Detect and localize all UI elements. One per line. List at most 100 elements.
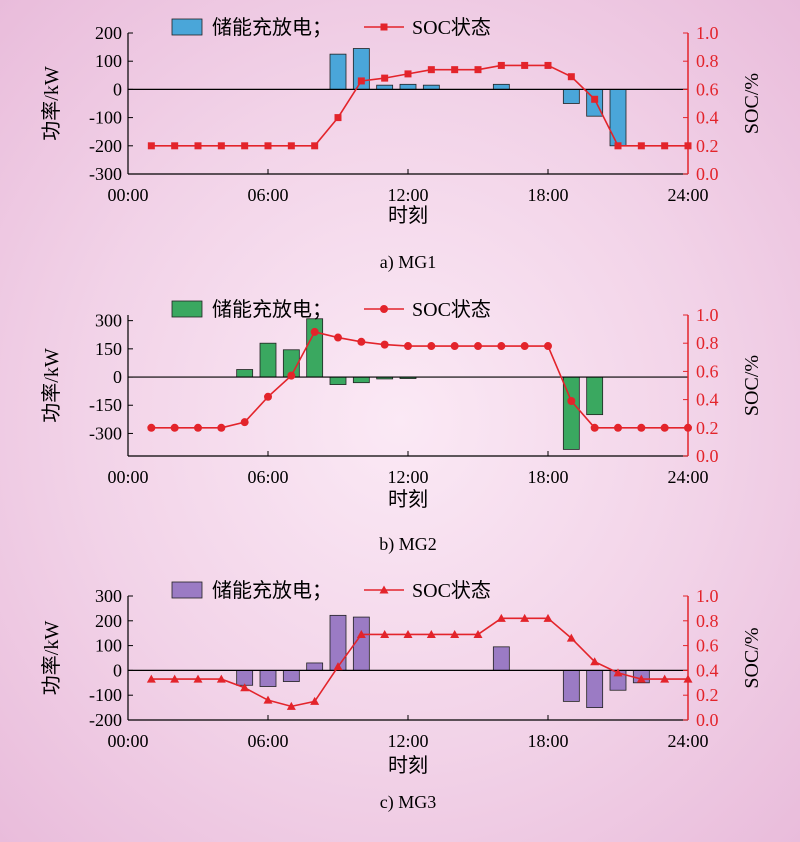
x-tick-label: 06:00 bbox=[247, 731, 288, 751]
soc-line bbox=[151, 330, 688, 429]
x-tick-label: 18:00 bbox=[527, 185, 568, 205]
bar bbox=[329, 614, 347, 671]
bar bbox=[562, 89, 580, 104]
bar bbox=[492, 646, 510, 671]
bar bbox=[329, 53, 347, 90]
y2-tick-label: 0.4 bbox=[696, 660, 719, 680]
soc-point bbox=[590, 423, 599, 432]
legend: 储能充放电； SOC状态 bbox=[171, 579, 491, 602]
bar bbox=[609, 89, 627, 147]
bar bbox=[259, 342, 277, 378]
legend-line-label: SOC状态 bbox=[412, 298, 491, 321]
soc-point bbox=[427, 342, 436, 351]
soc-line bbox=[151, 64, 688, 147]
soc-point bbox=[520, 342, 529, 351]
y2-tick-label: 0.6 bbox=[696, 361, 719, 381]
y2-axis-title: SOC/% bbox=[741, 355, 763, 416]
soc-point bbox=[613, 668, 623, 677]
bar bbox=[586, 376, 604, 416]
y-tick-label: 200 bbox=[95, 611, 122, 631]
bar bbox=[586, 670, 604, 709]
y-tick-label: 0 bbox=[113, 660, 122, 680]
soc-point bbox=[637, 423, 646, 432]
soc-point bbox=[146, 674, 156, 683]
bar bbox=[259, 670, 277, 687]
soc-point bbox=[404, 70, 412, 78]
x-tick-label: 00:00 bbox=[107, 731, 148, 751]
panel-caption: a) MG1 bbox=[380, 252, 437, 273]
y2-tick-label: 0.4 bbox=[696, 108, 719, 128]
y2-tick-label: 0.2 bbox=[696, 418, 719, 438]
x-axis-title: 时刻 bbox=[388, 754, 428, 777]
soc-point bbox=[286, 701, 296, 710]
soc-point bbox=[217, 423, 226, 432]
soc-point bbox=[497, 342, 506, 351]
soc-point bbox=[357, 337, 366, 346]
soc-point bbox=[147, 423, 156, 432]
soc-point bbox=[497, 61, 505, 69]
soc-point bbox=[170, 423, 179, 432]
soc-point bbox=[636, 674, 646, 683]
x-tick-label: 18:00 bbox=[527, 731, 568, 751]
soc-point bbox=[311, 142, 319, 150]
soc-point bbox=[450, 342, 459, 351]
y2-tick-label: 0.0 bbox=[696, 446, 719, 466]
bar bbox=[352, 616, 370, 671]
soc-point bbox=[404, 342, 412, 351]
bar bbox=[352, 376, 370, 384]
bar bbox=[329, 376, 347, 385]
soc-point bbox=[147, 142, 155, 150]
legend-line-label: SOC状态 bbox=[412, 16, 491, 39]
soc-point bbox=[660, 674, 670, 683]
y-axis-title: 功率/kW bbox=[40, 348, 63, 423]
x-tick-label: 24:00 bbox=[667, 731, 708, 751]
soc-point bbox=[637, 142, 645, 150]
y-tick-label: 300 bbox=[95, 311, 122, 331]
soc-point bbox=[333, 662, 343, 671]
x-tick-label: 12:00 bbox=[387, 467, 428, 487]
y-tick-label: -300 bbox=[89, 164, 122, 184]
soc-point bbox=[403, 629, 413, 638]
legend-bar-label: 储能充放电； bbox=[212, 298, 332, 321]
soc-point bbox=[591, 95, 599, 103]
x-tick-label: 00:00 bbox=[107, 185, 148, 205]
soc-point bbox=[614, 142, 622, 150]
x-tick-label: 00:00 bbox=[107, 467, 148, 487]
soc-point bbox=[334, 114, 342, 122]
soc-point bbox=[170, 674, 180, 683]
soc-point bbox=[380, 340, 389, 349]
soc-point bbox=[496, 613, 506, 622]
bar bbox=[306, 318, 324, 378]
soc-point bbox=[380, 629, 390, 638]
soc-point bbox=[287, 371, 296, 380]
soc-point bbox=[241, 142, 249, 150]
soc-point bbox=[544, 61, 552, 69]
legend: 储能充放电； SOC状态 bbox=[171, 298, 491, 321]
legend-line-label: SOC状态 bbox=[412, 579, 491, 602]
legend-bar-label: 储能充放电； bbox=[212, 16, 332, 39]
y2-tick-label: 0.8 bbox=[696, 51, 719, 71]
y-tick-label: -300 bbox=[89, 423, 122, 443]
soc-point bbox=[427, 66, 435, 74]
soc-point bbox=[217, 142, 225, 150]
soc-point bbox=[684, 423, 692, 432]
soc-point bbox=[660, 423, 669, 432]
y-axis-title: 功率/kW bbox=[40, 66, 63, 141]
legend-bar-swatch bbox=[171, 18, 203, 36]
y-tick-label: 0 bbox=[113, 367, 122, 387]
y2-tick-label: 0.8 bbox=[696, 611, 719, 631]
y-tick-label: 100 bbox=[95, 636, 122, 656]
soc-point bbox=[381, 74, 389, 82]
soc-point bbox=[684, 142, 692, 150]
soc-point bbox=[474, 342, 482, 351]
y2-tick-label: 0.8 bbox=[696, 333, 719, 353]
panel-caption: c) MG3 bbox=[380, 792, 437, 813]
y-tick-label: -100 bbox=[89, 108, 122, 128]
soc-point bbox=[426, 629, 436, 638]
soc-point bbox=[567, 397, 576, 406]
soc-point bbox=[264, 392, 272, 401]
soc-point bbox=[357, 77, 365, 85]
soc-point bbox=[263, 695, 273, 704]
